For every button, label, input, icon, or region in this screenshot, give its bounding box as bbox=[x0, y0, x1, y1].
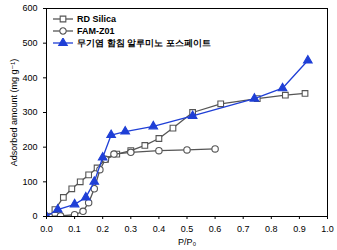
svg-text:0.7: 0.7 bbox=[237, 224, 250, 234]
html-text:무기염 함침 알루미노 포스페이트: 무기염 함침 알루미노 포스페이트 bbox=[77, 38, 211, 48]
svg-text:600: 600 bbox=[22, 3, 37, 13]
svg-text:0.6: 0.6 bbox=[209, 224, 222, 234]
svg-text:0.1: 0.1 bbox=[68, 224, 81, 234]
svg-text:0.9: 0.9 bbox=[293, 224, 306, 234]
svg-text:0.4: 0.4 bbox=[153, 224, 166, 234]
html-text:RD Silica: RD Silica bbox=[77, 14, 116, 24]
svg-text:0: 0 bbox=[32, 211, 37, 221]
svg-text:200: 200 bbox=[22, 142, 37, 152]
svg-text:0.2: 0.2 bbox=[96, 224, 109, 234]
svg-text:P/P₀: P/P₀ bbox=[178, 237, 197, 247]
svg-text:0.5: 0.5 bbox=[181, 224, 194, 234]
svg-text:0.8: 0.8 bbox=[265, 224, 278, 234]
html-text:FAM-Z01: FAM-Z01 bbox=[77, 26, 115, 36]
svg-text:100: 100 bbox=[22, 177, 37, 187]
svg-text:0.3: 0.3 bbox=[125, 224, 138, 234]
svg-text:500: 500 bbox=[22, 38, 37, 48]
svg-text:Adsorbed amount (mg g⁻¹): Adsorbed amount (mg g⁻¹) bbox=[9, 59, 19, 166]
svg-text:0.0: 0.0 bbox=[40, 224, 53, 234]
svg-text:400: 400 bbox=[22, 73, 37, 83]
svg-text:1.0: 1.0 bbox=[321, 224, 334, 234]
svg-text:300: 300 bbox=[22, 107, 37, 117]
